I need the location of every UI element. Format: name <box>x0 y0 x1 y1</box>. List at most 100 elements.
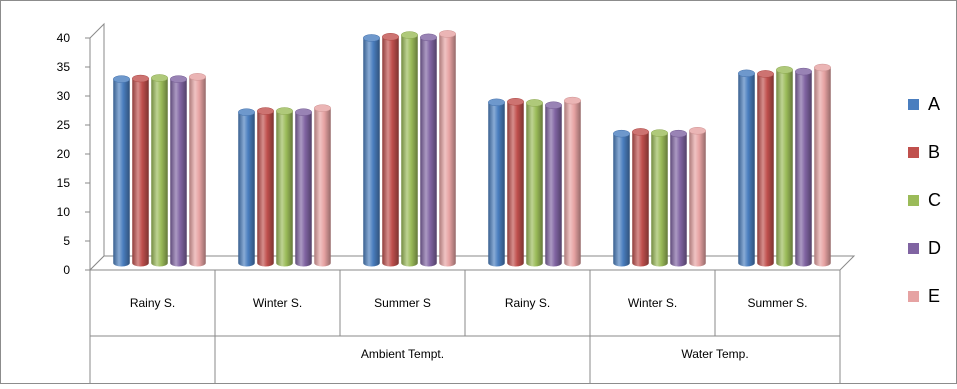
bar-body <box>776 69 793 267</box>
bar-body <box>488 102 505 267</box>
bar-body <box>314 108 331 267</box>
bar-top <box>776 66 793 74</box>
bar-body <box>295 112 312 267</box>
legend-label: B <box>928 141 941 162</box>
bar <box>113 75 130 267</box>
bar-top <box>632 128 649 136</box>
bar-top <box>439 30 456 38</box>
bar <box>439 30 456 267</box>
bar <box>132 74 149 267</box>
category-label: Summer S <box>374 296 431 310</box>
legend-item: D <box>908 236 941 260</box>
bar-top <box>564 96 581 105</box>
bar <box>507 98 524 267</box>
bar <box>238 108 255 267</box>
bar-top <box>689 127 706 135</box>
bar <box>363 34 380 267</box>
legend-label: A <box>928 93 941 114</box>
bar-body <box>132 78 149 267</box>
bar <box>276 107 293 267</box>
bar <box>526 99 543 267</box>
category-table: Rainy S. Winter S. Summer S Rainy S. Winter … <box>89 269 841 384</box>
bar-body <box>651 133 668 267</box>
y-tick-label: 35 <box>57 60 71 74</box>
bar-body <box>526 102 543 267</box>
y-tick-label: 20 <box>57 147 71 161</box>
bar <box>382 33 399 267</box>
legend-item: E <box>908 284 940 308</box>
y-tick-label: 10 <box>57 205 71 219</box>
legend-swatch <box>908 290 919 302</box>
bar-body <box>613 133 630 267</box>
bar-top <box>613 129 630 138</box>
bar-top <box>257 107 274 115</box>
bar <box>170 75 187 267</box>
bar <box>314 104 331 267</box>
bar <box>814 63 831 267</box>
group-label: Ambient Tempt. <box>361 347 444 361</box>
bar-top <box>238 108 255 116</box>
bar-body <box>632 131 649 267</box>
bar-body <box>670 133 687 267</box>
bar-top <box>545 101 562 109</box>
bar <box>776 66 793 267</box>
y-tick-label: 0 <box>63 263 70 277</box>
bar <box>295 108 312 267</box>
bar-body <box>189 76 206 267</box>
legend-item: A <box>908 92 940 116</box>
side-wall <box>89 22 105 272</box>
bar-body <box>257 111 274 267</box>
bar <box>613 129 630 267</box>
bar-body <box>738 73 755 267</box>
legend-item: B <box>908 140 940 164</box>
bar-body <box>151 77 168 267</box>
bar <box>257 107 274 267</box>
y-tick-label: 30 <box>57 89 71 103</box>
bar-body <box>113 79 130 267</box>
bar-body <box>507 101 524 267</box>
y-tick-label: 5 <box>63 234 70 248</box>
bar <box>488 98 505 267</box>
bar <box>689 127 706 267</box>
bar-top <box>488 98 505 107</box>
bar-top <box>363 34 380 42</box>
bar-top <box>132 74 149 83</box>
legend-label: E <box>928 285 941 306</box>
bar-top <box>420 33 437 42</box>
category-label: Winter S. <box>253 296 302 310</box>
bar <box>564 96 581 267</box>
category-label: Rainy S. <box>130 296 175 310</box>
bar-top <box>814 63 831 72</box>
legend-label: D <box>928 237 941 258</box>
bar-body <box>795 71 812 267</box>
bar <box>795 67 812 267</box>
bar-body <box>363 37 380 267</box>
bar-body <box>276 111 293 267</box>
legend-swatch <box>908 98 919 110</box>
legend-swatch <box>908 242 919 254</box>
bar-top <box>795 67 812 76</box>
bar-body <box>814 67 831 267</box>
bar-top <box>401 31 418 39</box>
bar-top <box>651 129 668 137</box>
y-tick-label: 25 <box>57 118 71 132</box>
bar <box>189 73 206 267</box>
bar <box>545 101 562 267</box>
category-label: Summer S. <box>747 296 807 310</box>
bar <box>757 70 774 267</box>
legend-swatch <box>908 146 919 158</box>
bar-top <box>526 99 543 107</box>
bar-top <box>738 69 755 78</box>
group-label: Water Temp. <box>681 347 748 361</box>
bar-body <box>238 112 255 267</box>
bar <box>151 74 168 267</box>
bar-top <box>113 75 130 83</box>
bar <box>651 129 668 267</box>
bar-body <box>757 73 774 267</box>
bar-top <box>295 108 312 116</box>
y-tick-label: 40 <box>57 31 71 45</box>
category-label: Winter S. <box>628 296 677 310</box>
bar <box>401 31 418 267</box>
